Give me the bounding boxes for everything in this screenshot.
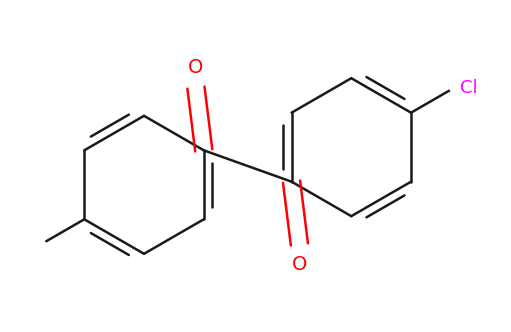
Text: Cl: Cl [460,79,478,97]
Text: O: O [292,255,307,274]
Text: O: O [188,58,203,77]
